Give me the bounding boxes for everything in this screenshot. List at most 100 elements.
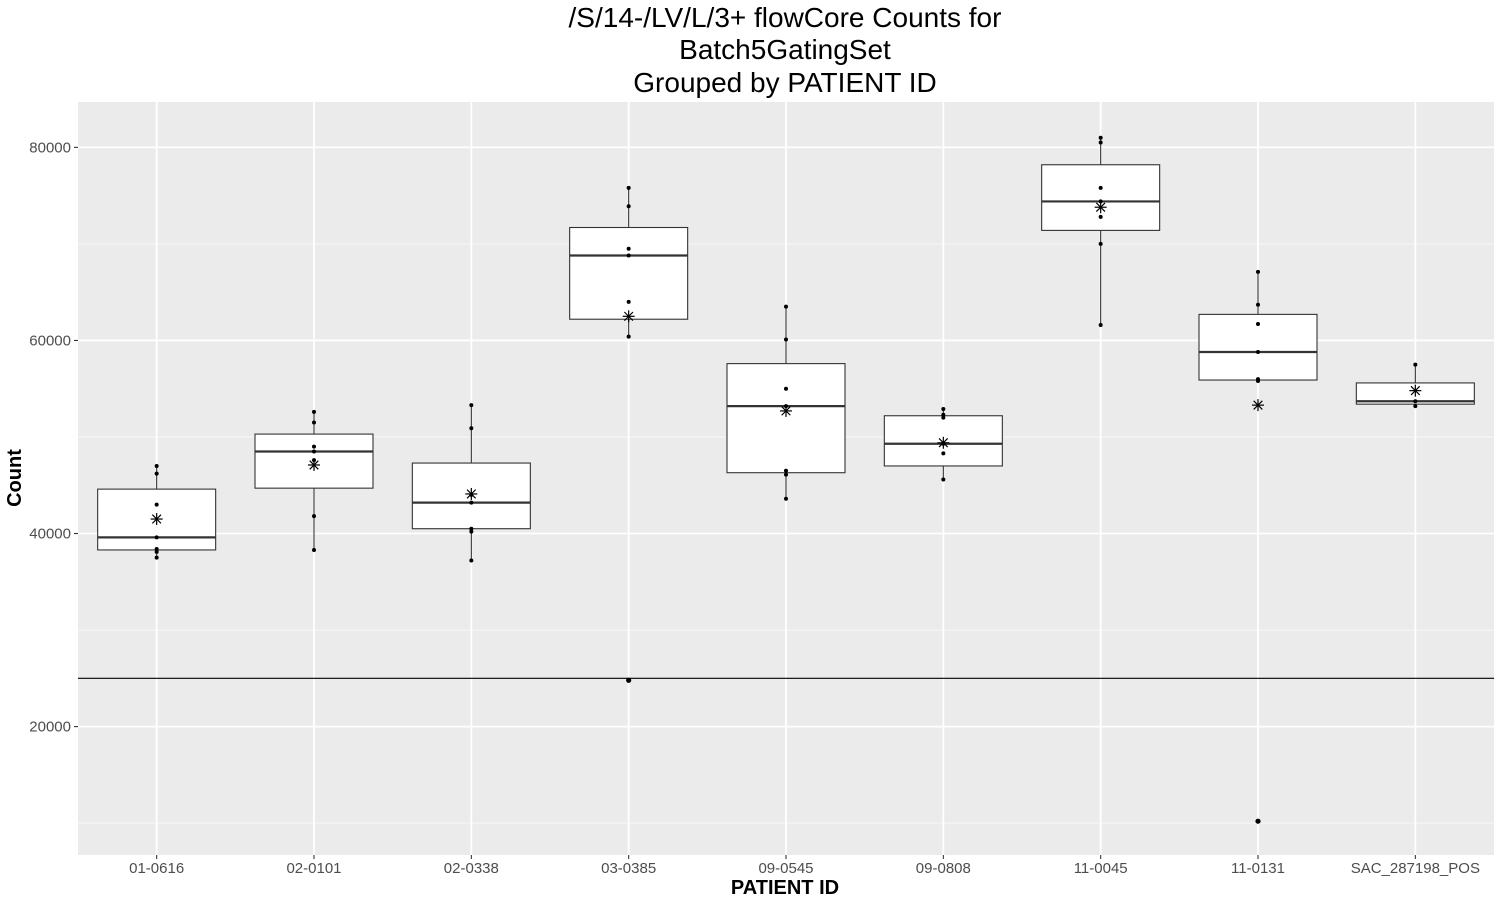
mean-marker [1094, 201, 1107, 214]
data-point [1098, 214, 1103, 219]
box-group [97, 463, 217, 560]
data-point [469, 529, 474, 534]
data-point [469, 403, 474, 408]
mean-marker-stroke [466, 489, 477, 499]
mean-marker-stroke [309, 460, 319, 470]
mean-marker-stroke [1253, 400, 1263, 410]
x-tick-label: 03-0385 [601, 860, 656, 877]
mean-marker-stroke [781, 406, 791, 416]
box-group [569, 185, 689, 683]
data-point [154, 555, 159, 560]
box-iqr [1041, 164, 1161, 231]
x-tick-label: 02-0101 [286, 860, 341, 877]
data-point [469, 426, 474, 431]
data-point [1256, 350, 1260, 355]
x-tick-label: 11-0045 [1074, 860, 1128, 877]
box-group [1041, 135, 1161, 328]
data-point [1256, 302, 1260, 307]
data-point [941, 415, 946, 420]
box-iqr [411, 462, 531, 530]
mean-marker-stroke [151, 514, 162, 524]
mean-marker-stroke [938, 438, 949, 448]
data-point [784, 337, 788, 342]
data-point [469, 500, 474, 505]
data-point [469, 558, 474, 563]
data-point [154, 471, 159, 476]
box-layer [97, 135, 1475, 824]
box-group [726, 304, 846, 501]
box-group [883, 406, 1003, 482]
data-point [784, 496, 788, 501]
y-tick-label: 80000 [29, 139, 71, 156]
data-point [626, 185, 631, 190]
data-point [1098, 140, 1103, 145]
data-point [1256, 819, 1260, 824]
data-point [312, 444, 316, 449]
data-point [154, 549, 159, 554]
x-tick-label: 02-0338 [444, 860, 499, 877]
y-tick-label: 40000 [29, 526, 71, 543]
data-point [312, 409, 316, 414]
mean-marker [1409, 384, 1422, 397]
mean-marker [937, 436, 950, 449]
box-group [1355, 362, 1475, 409]
data-point [1098, 323, 1103, 328]
x-tick-label: 09-0808 [916, 860, 971, 877]
data-point [626, 204, 631, 209]
data-point [154, 502, 159, 507]
mean-marker-stroke [623, 311, 634, 322]
mean-marker [622, 310, 635, 323]
y-tick-label: 60000 [29, 332, 71, 349]
data-point [784, 304, 788, 309]
box-iqr [1198, 313, 1318, 381]
data-point [941, 406, 946, 411]
data-point [784, 386, 788, 391]
box-iqr [726, 363, 846, 474]
x-axis-title: PATIENT ID [731, 877, 839, 899]
box-group [1198, 269, 1318, 824]
data-point [154, 463, 159, 468]
mean-marker-stroke [1410, 385, 1421, 396]
data-point [1098, 135, 1103, 140]
data-point [626, 299, 631, 304]
x-tick-label: 11-0131 [1231, 860, 1285, 877]
data-point [626, 246, 631, 251]
chart-title-line-1: /S/14-/LV/L/3+ flowCore Counts for [569, 2, 1002, 33]
data-point [1098, 241, 1103, 246]
x-tick-label: 09-0545 [758, 860, 813, 877]
mean-marker [780, 404, 792, 417]
mean-marker [1252, 399, 1264, 412]
data-point [941, 412, 946, 417]
y-tick-label: 20000 [29, 719, 71, 736]
data-point [626, 334, 631, 339]
mean-marker [150, 513, 163, 526]
data-point [784, 468, 788, 473]
data-point [312, 449, 316, 454]
data-point [1256, 322, 1260, 327]
data-point [312, 547, 316, 552]
data-point [154, 535, 159, 540]
mean-marker-stroke [1095, 202, 1106, 212]
box-group [254, 409, 374, 552]
data-point [784, 472, 788, 477]
data-point [626, 678, 631, 683]
data-point [154, 546, 159, 551]
data-point [941, 477, 946, 482]
box-iqr [569, 226, 689, 320]
data-point [312, 420, 316, 425]
data-point [1413, 404, 1418, 409]
mean-marker [308, 458, 320, 471]
mean-marker [465, 487, 478, 500]
x-tick-label: 01-0616 [129, 860, 184, 877]
data-point [469, 526, 474, 531]
chart-title-line-3: Grouped by PATIENT ID [633, 67, 936, 98]
y-axis: 20000 40000 60000 80000 [29, 139, 78, 736]
chart-title-line-2: Batch5GatingSet [679, 34, 891, 65]
data-point [1098, 185, 1103, 190]
data-point [1413, 399, 1418, 404]
data-point [312, 514, 316, 519]
data-point [941, 451, 946, 456]
data-point [1256, 269, 1260, 274]
